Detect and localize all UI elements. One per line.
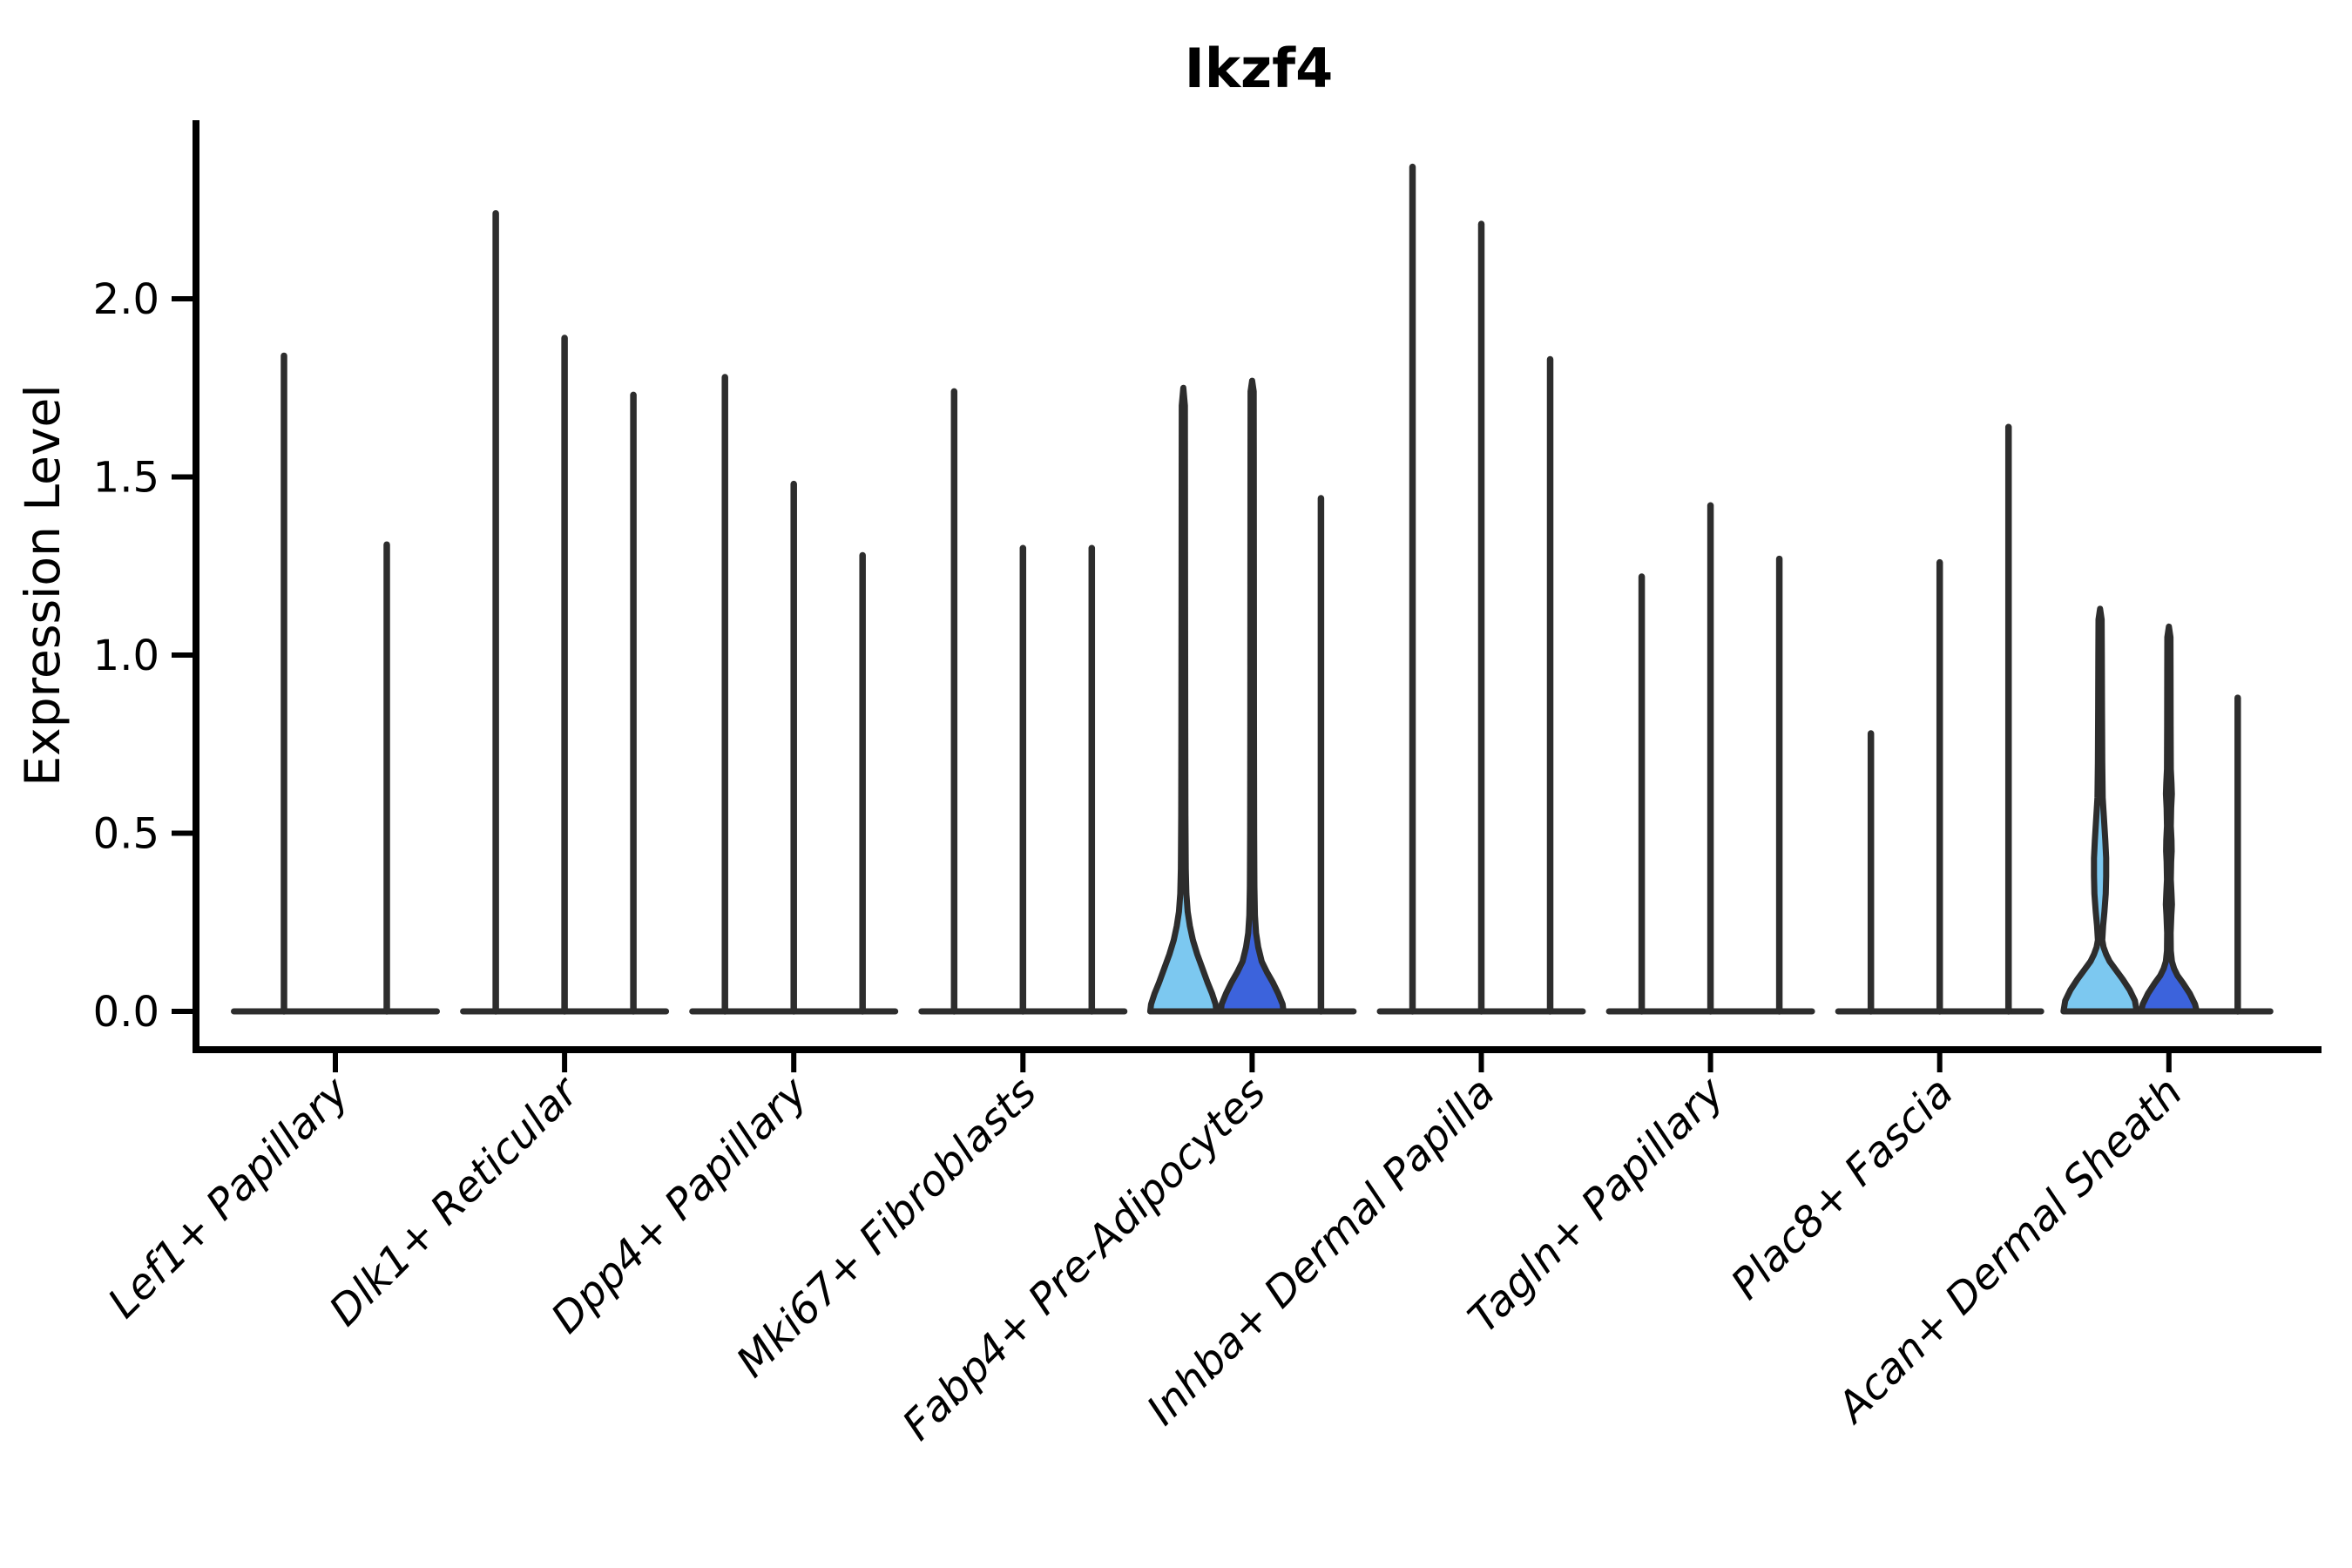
y-tick-label: 0.0 <box>93 988 159 1037</box>
x-tick-label: Plac8+ Fascia <box>1722 1068 1963 1309</box>
x-tick-label: Dpp4+ Papillary <box>542 1067 817 1342</box>
x-tick-label: Dlk1+ Reticular <box>320 1066 590 1336</box>
y-tick-label: 1.5 <box>93 454 159 503</box>
violin-base <box>231 1008 440 1015</box>
y-tick-label: 2.0 <box>93 275 159 324</box>
violin-body <box>2138 623 2200 1015</box>
y-tick-label: 1.0 <box>93 632 159 680</box>
x-tick-label: Fabp4+ Pre-Adipocytes <box>893 1068 1275 1450</box>
violin-body <box>2060 605 2140 1015</box>
x-tick-label: Tagln+ Papillary <box>1459 1067 1734 1342</box>
x-tick-label: Lef1+ Papillary <box>98 1067 359 1328</box>
y-axis-label: Expression Level <box>15 384 71 786</box>
chart-title: Ikzf4 <box>1185 37 1334 100</box>
violin-body <box>1217 377 1287 1015</box>
y-tick-label: 0.5 <box>93 810 159 859</box>
violin-body <box>1146 384 1220 1015</box>
